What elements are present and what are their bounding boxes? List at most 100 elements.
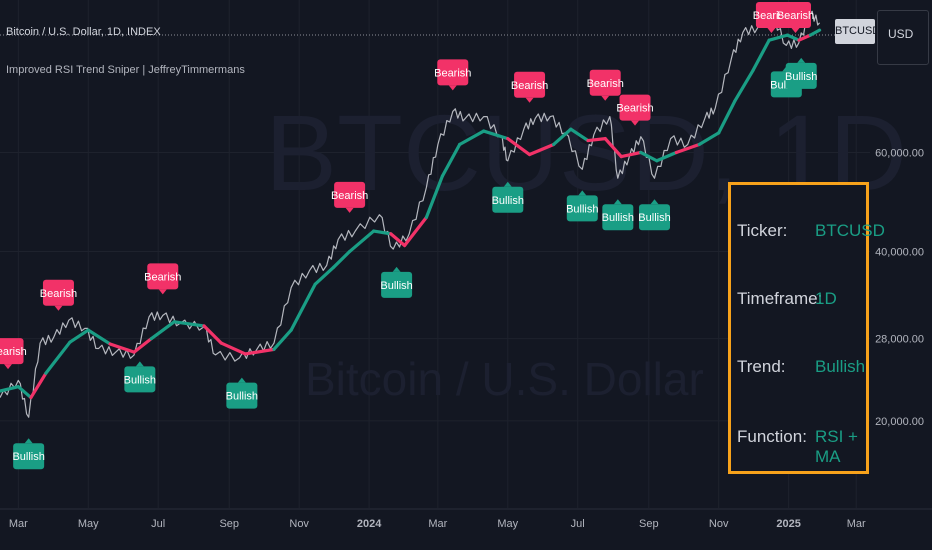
signal-box [492, 186, 524, 213]
signal-box [755, 2, 787, 28]
info-row-ticker: Ticker: BTCUSD [737, 221, 885, 261]
trend-ma-segment [482, 129, 510, 141]
signal-box [785, 62, 817, 89]
signal-box [0, 338, 24, 365]
signal-text: Bearish [434, 67, 471, 79]
trend-ma-segment [674, 142, 701, 155]
signal-pointer [503, 181, 512, 187]
info-table: Ticker: BTCUSD Timeframe: 1D Trend: Bull… [728, 182, 885, 474]
signal-text: Bullish [785, 71, 817, 83]
trend-ma-segment [527, 142, 556, 157]
bearish-signal-label: Bearish [331, 181, 368, 213]
trend-ma-segment [697, 131, 721, 147]
trend-ma-segment [86, 328, 112, 346]
trend-ma-segment [619, 150, 643, 159]
signal-text: Bearish [616, 103, 653, 115]
signal-pointer [135, 361, 144, 367]
info-value: Bullish [815, 357, 866, 376]
trend-ma-segment [655, 150, 678, 163]
signal-pointer [613, 199, 622, 205]
signal-layer: Bearish Bullish Bearish Bullish Bearish Bulli… [0, 2, 817, 470]
trend-ma-segment [403, 215, 429, 248]
y-tick-label: 28,000.00 [875, 334, 924, 346]
x-tick-label: Nov [709, 518, 729, 530]
signal-pointer [54, 305, 63, 311]
bearish-signal-label: Bearish [434, 59, 471, 91]
signal-box [589, 69, 621, 96]
signal-box [226, 382, 258, 409]
x-tick-label: Nov [289, 518, 309, 530]
signal-text: Bullish [226, 391, 258, 403]
signal-text: Bearish [144, 271, 181, 283]
trend-ma-segment [785, 33, 801, 42]
signal-box [13, 443, 45, 470]
signal-text: Bearish [0, 346, 27, 358]
trend-ma-segment [717, 99, 737, 135]
signal-pointer [24, 438, 33, 444]
info-row-trend: Trend: Bullish [737, 357, 866, 397]
info-value: 1D [815, 289, 837, 308]
x-tick-label: Mar [428, 518, 447, 530]
x-tick-label: Mar [847, 518, 866, 530]
bearish-signal-label: Bearish [777, 2, 814, 33]
signal-box [602, 204, 634, 231]
info-row-function: Function: RSI + MA [737, 427, 862, 467]
signal-text: Bullish [380, 280, 412, 292]
indicator-name[interactable]: Improved RSI Trend Sniper | JeffreyTimme… [6, 64, 245, 76]
trend-ma-segment [751, 38, 771, 72]
signal-text: Bullish [602, 212, 634, 224]
signal-pointer [525, 97, 534, 103]
bearish-signal-label: Bearish [144, 263, 181, 295]
x-axis[interactable]: Mar May Jul Sep Nov 2024 Mar May Jul Sep Nov 2025 Ma… [9, 518, 866, 530]
signal-pointer [448, 85, 457, 91]
signal-box [42, 279, 74, 306]
y-axis[interactable]: 20,000.00 28,000.00 40,000.00 60,000.00 [875, 147, 924, 427]
trend-ma-segment [132, 337, 153, 354]
trend-ma-segment [348, 229, 376, 254]
trend-ma-segment [29, 371, 48, 400]
trend-ma-segment [808, 28, 822, 37]
bullish-signal-label: Bullish [566, 190, 598, 222]
bullish-signal-label: Bullish [492, 181, 524, 213]
signal-pointer [158, 289, 167, 295]
signal-box [566, 195, 598, 222]
bearish-signal-label: Bearish [0, 338, 27, 370]
trend-ma-segment [313, 265, 336, 286]
bullish-signal-label: Bullish [785, 57, 817, 89]
trend-ma-segment [44, 340, 72, 375]
signal-box [639, 204, 671, 231]
signal-text: Bullish [492, 195, 524, 207]
signal-box [334, 181, 366, 208]
signal-pointer [767, 28, 776, 33]
bullish-signal-label: Bullish [226, 377, 258, 409]
bullish-signal-label: Bullish [638, 199, 671, 231]
currency-selector[interactable]: USD [877, 10, 929, 65]
signal-pointer [631, 120, 640, 126]
info-row-timeframe: Timeframe: 1D [737, 289, 862, 329]
signal-box [619, 94, 651, 121]
x-tick-label: May [497, 518, 518, 530]
ticker-price-badge: BTCUSD [835, 19, 880, 44]
bullish-signal-label: Bullish [124, 361, 156, 393]
signal-pointer [601, 95, 610, 101]
signal-text: Bullish [566, 203, 598, 215]
price-series-line [0, 10, 821, 418]
x-tick-label: Sep [639, 518, 659, 530]
trend-ma-segment [289, 282, 317, 332]
signal-text: Bullish [638, 212, 670, 224]
signal-pointer [797, 57, 806, 63]
signal-text: Bearish [331, 190, 368, 202]
info-value: RSI + MA [815, 427, 858, 466]
signal-box [381, 271, 413, 298]
signal-text: Bearish [777, 10, 814, 22]
trend-ma-segment [16, 385, 33, 400]
bearish-signal-label: Bearish [511, 71, 548, 103]
bullish-signal-label: Bullish [380, 266, 413, 298]
trend-ma-segment [569, 127, 590, 143]
trend-ma-segment [797, 33, 812, 42]
signal-pointer [650, 199, 659, 205]
bullish-signal-label: Bullish [12, 438, 45, 470]
trend-ma-segment [639, 150, 659, 163]
signal-pointer [345, 207, 354, 213]
